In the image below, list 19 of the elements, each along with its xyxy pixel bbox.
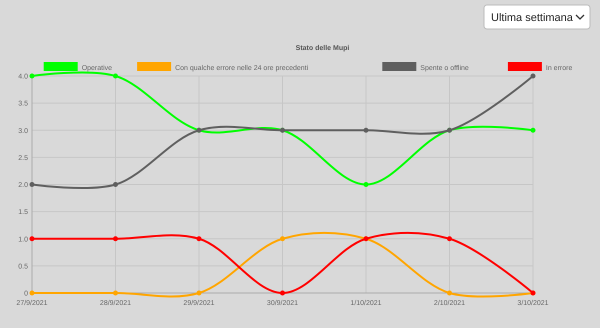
point bbox=[280, 290, 285, 296]
point bbox=[364, 128, 368, 133]
point bbox=[113, 236, 118, 242]
dropdown-select: Ultima settimana bbox=[484, 4, 590, 30]
point bbox=[280, 236, 285, 242]
point bbox=[30, 182, 34, 187]
point bbox=[30, 74, 34, 78]
point bbox=[196, 290, 202, 296]
point bbox=[113, 182, 118, 187]
point bbox=[30, 290, 34, 296]
point bbox=[364, 182, 368, 187]
point bbox=[113, 290, 118, 296]
point bbox=[113, 74, 118, 78]
point bbox=[447, 290, 452, 296]
point bbox=[530, 74, 536, 78]
point bbox=[530, 128, 536, 133]
point bbox=[30, 236, 34, 242]
point bbox=[447, 236, 452, 242]
point bbox=[196, 236, 202, 242]
